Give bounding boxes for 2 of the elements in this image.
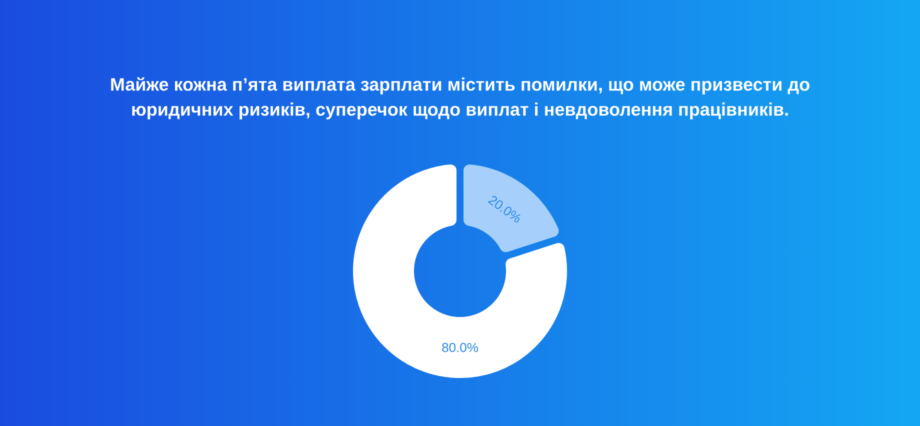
data-label: 80.0% xyxy=(442,342,478,352)
chart-title: Майже кожна п’ята виплата зарплати містить помилки, що може призвести до юридичних ризиків, суперечок щодо виплат і невдоволення працівників. xyxy=(111,77,810,120)
